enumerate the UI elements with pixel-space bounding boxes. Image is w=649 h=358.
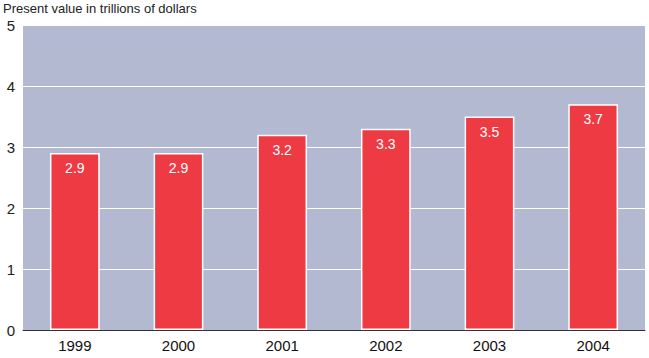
svg-text:3.3: 3.3 bbox=[376, 136, 396, 152]
svg-text:4: 4 bbox=[7, 78, 15, 95]
svg-text:5: 5 bbox=[7, 17, 15, 34]
svg-text:2.9: 2.9 bbox=[169, 160, 189, 176]
svg-text:2: 2 bbox=[7, 200, 15, 217]
svg-text:2002: 2002 bbox=[369, 337, 402, 354]
svg-text:3.2: 3.2 bbox=[272, 142, 292, 158]
svg-text:1: 1 bbox=[7, 261, 15, 278]
svg-text:3: 3 bbox=[7, 139, 15, 156]
svg-text:2001: 2001 bbox=[265, 337, 298, 354]
svg-text:2.9: 2.9 bbox=[65, 160, 85, 176]
svg-text:1999: 1999 bbox=[58, 337, 91, 354]
svg-text:0: 0 bbox=[7, 322, 15, 339]
svg-text:3.5: 3.5 bbox=[480, 124, 500, 140]
svg-text:Present value in trillions of: Present value in trillions of dollars bbox=[3, 1, 197, 16]
svg-text:3.7: 3.7 bbox=[583, 111, 603, 127]
svg-text:2004: 2004 bbox=[576, 337, 609, 354]
svg-text:2003: 2003 bbox=[473, 337, 506, 354]
svg-text:2000: 2000 bbox=[162, 337, 195, 354]
